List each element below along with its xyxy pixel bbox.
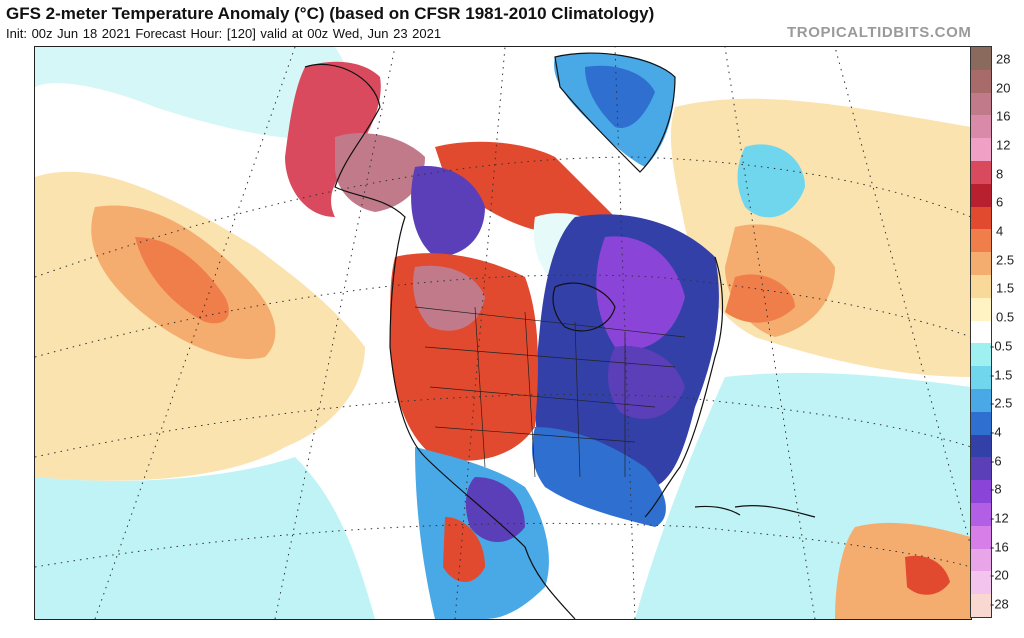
color-scale-label: -2.5 — [990, 395, 1013, 411]
yukon-warm — [335, 133, 425, 212]
great-lakes-cold — [608, 346, 685, 419]
color-scale-segment — [971, 525, 991, 550]
graticule — [35, 47, 971, 619]
coastlines — [304, 52, 816, 619]
quebec-cold-core — [596, 236, 685, 350]
chart-title: GFS 2-meter Temperature Anomaly (°C) (ba… — [6, 4, 655, 23]
color-scale-segment — [971, 115, 991, 139]
site-watermark: TROPICALTIDBITS.COM — [787, 24, 972, 41]
color-scale-label: 4 — [996, 223, 1004, 239]
color-scale-label: 12 — [996, 137, 1011, 153]
map-canvas — [35, 47, 971, 619]
chart-header: GFS 2-meter Temperature Anomaly (°C) (ba… — [0, 0, 1024, 46]
color-scale-label: 6 — [996, 194, 1004, 210]
color-scale-segment — [971, 571, 991, 595]
color-scale-label: 16 — [996, 108, 1011, 124]
color-scale-segment — [971, 206, 991, 230]
color-scale-segment — [971, 480, 991, 504]
color-scale-label: 28 — [996, 51, 1011, 67]
color-scale-label: -0.5 — [990, 338, 1013, 354]
color-scale-segment — [971, 229, 991, 253]
gulf-coast-cool — [532, 427, 666, 527]
color-scale-label: 8 — [996, 166, 1004, 182]
color-scale-label: -1.5 — [990, 367, 1013, 383]
color-scale-label: -6 — [990, 453, 1002, 469]
greenland-cold-core — [585, 65, 655, 128]
color-scale-segment — [971, 594, 991, 618]
mexico-cold-patch — [465, 477, 525, 542]
color-scale-label: -28 — [990, 596, 1009, 612]
color-scale-segment — [971, 275, 991, 299]
color-scale-segment — [971, 457, 991, 481]
south-america-hot-core — [905, 555, 950, 595]
color-scale-label: 1.5 — [996, 280, 1015, 296]
pacific-hot-core — [135, 237, 229, 324]
anomaly-map — [34, 46, 972, 620]
color-scale-label: 0.5 — [996, 309, 1015, 325]
color-scale-segment — [971, 503, 991, 527]
color-scale-segment — [971, 389, 991, 413]
color-scale-segment — [971, 320, 991, 344]
mexico-warm-patch — [443, 517, 485, 582]
western-canada-cold — [411, 166, 485, 257]
color-scale-segment — [971, 548, 991, 572]
color-scale-segment — [971, 343, 991, 367]
color-scale-label: -12 — [990, 510, 1009, 526]
color-scale-segment — [971, 161, 991, 185]
pacific-cool-region — [35, 457, 375, 619]
arctic-warm — [435, 141, 615, 234]
color-scale-label: -4 — [990, 424, 1002, 440]
forecast-info: Init: 00z Jun 18 2021 Forecast Hour: [12… — [6, 26, 442, 41]
south-america-warm — [835, 522, 971, 619]
color-scale-segment — [971, 138, 991, 162]
political-borders — [414, 306, 686, 478]
color-scale-label: -20 — [990, 567, 1009, 583]
color-scale-segment — [971, 183, 991, 208]
color-scale-label: 2.5 — [996, 252, 1015, 268]
north-pacific-cool — [35, 47, 359, 140]
color-scale-segment — [971, 69, 991, 94]
alaska-warm — [285, 61, 381, 217]
color-scale-segment — [971, 47, 991, 71]
color-scale-label: -16 — [990, 539, 1009, 555]
color-scale-segment — [971, 297, 991, 322]
color-scale-segment — [971, 434, 991, 458]
color-scale-bar — [970, 46, 992, 618]
atlantic-cool-patch — [737, 144, 805, 218]
color-scale-segment — [971, 92, 991, 116]
color-scale-segment — [971, 252, 991, 276]
color-scale-segment — [971, 411, 991, 436]
color-scale-label: -8 — [990, 481, 1002, 497]
color-scale-label: 20 — [996, 80, 1011, 96]
color-scale-segment — [971, 366, 991, 390]
